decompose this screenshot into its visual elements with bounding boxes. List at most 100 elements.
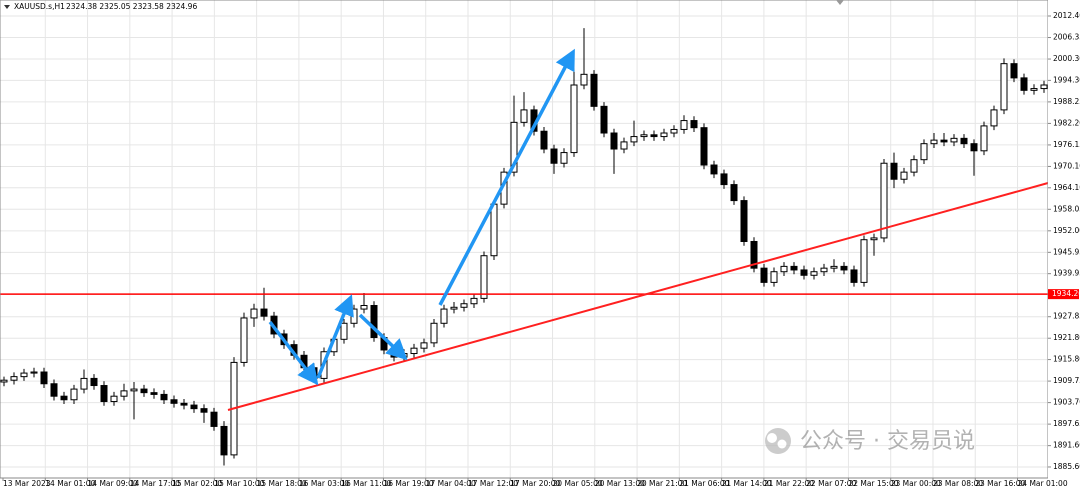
candle-body bbox=[150, 392, 158, 395]
candle-body bbox=[700, 127, 708, 166]
candle-body bbox=[930, 139, 938, 145]
candle-body bbox=[650, 134, 658, 138]
candle-body bbox=[50, 383, 58, 397]
candle-body bbox=[540, 130, 548, 150]
candle-body bbox=[750, 240, 758, 269]
y-tick-label: 1921.80 bbox=[1053, 333, 1080, 342]
candle-body bbox=[100, 385, 108, 403]
candle-body bbox=[460, 303, 468, 308]
y-tick-label: 1903.70 bbox=[1053, 398, 1080, 407]
candle-body bbox=[260, 308, 268, 317]
candle-body bbox=[900, 171, 908, 180]
arrow bbox=[316, 294, 354, 379]
candle-body bbox=[710, 164, 718, 175]
x-tick-label: 21 Mar 14:00 bbox=[722, 479, 772, 488]
x-tick-label: 17 Mar 12:00 bbox=[468, 479, 518, 488]
x-tick-label: 22 Mar 07:00 bbox=[806, 479, 856, 488]
arrows bbox=[268, 48, 575, 386]
candle-body bbox=[640, 134, 648, 138]
candle-body bbox=[890, 162, 898, 180]
x-tick-label: 15 Mar 18:00 bbox=[257, 479, 307, 488]
x-tick-label: 20 Mar 21:00 bbox=[637, 479, 687, 488]
candle-body bbox=[120, 390, 128, 397]
level-label-bg bbox=[1048, 289, 1079, 300]
y-tick-label: 1988.25 bbox=[1053, 97, 1080, 106]
y-tick-label: 1964.10 bbox=[1053, 183, 1080, 192]
x-tick-label: 16 Mar 19:00 bbox=[383, 479, 433, 488]
arrow bbox=[358, 313, 408, 361]
candle-body bbox=[660, 132, 668, 138]
candle-body bbox=[670, 128, 678, 134]
y-axis-bg bbox=[1048, 0, 1080, 489]
candle-body bbox=[1010, 63, 1018, 79]
candle-body bbox=[350, 308, 358, 324]
x-tick-label: 21 Mar 22:00 bbox=[764, 479, 814, 488]
x-tick-label: 23 Mar 16:00 bbox=[975, 479, 1025, 488]
arrow bbox=[268, 320, 319, 386]
x-tick-label: 22 Mar 15:00 bbox=[848, 479, 898, 488]
candle-body bbox=[970, 143, 978, 152]
candle-body bbox=[430, 322, 438, 344]
y-tick-label: 1970.10 bbox=[1053, 161, 1080, 170]
candle-body bbox=[990, 109, 998, 127]
y-tick-label: 1891.60 bbox=[1053, 441, 1080, 450]
x-tick-label: 21 Mar 06:00 bbox=[679, 479, 729, 488]
x-tick-label: 15 Mar 10:00 bbox=[214, 479, 264, 488]
annotations bbox=[227, 48, 1049, 411]
y-tick-label: 2000.30 bbox=[1053, 54, 1080, 63]
candle-body bbox=[210, 411, 218, 427]
x-tick-label: 20 Mar 05:00 bbox=[553, 479, 603, 488]
candle-body bbox=[810, 271, 818, 276]
candle-body bbox=[720, 173, 728, 186]
candle-body bbox=[90, 377, 98, 387]
candle-body bbox=[70, 388, 78, 401]
candle-body bbox=[60, 395, 68, 401]
x-tick-label: 16 Mar 11:00 bbox=[341, 479, 391, 488]
candle-body bbox=[570, 84, 578, 154]
watermark-text: 公众号 · 交易员说 bbox=[800, 429, 975, 454]
y-tick-label: 1915.80 bbox=[1053, 355, 1080, 364]
candle-body bbox=[730, 184, 738, 202]
x-tick-label: 23 Mar 08:00 bbox=[933, 479, 983, 488]
candle-body bbox=[1000, 63, 1008, 111]
candle-body bbox=[910, 159, 918, 173]
candle-body bbox=[940, 139, 948, 143]
candle-body bbox=[110, 395, 118, 403]
candle-body bbox=[370, 305, 378, 339]
candle-body bbox=[30, 371, 38, 374]
candle-body bbox=[610, 132, 618, 150]
quote: 2324.38 2325.05 2323.58 2324.96 bbox=[66, 2, 197, 11]
candle-body bbox=[1030, 88, 1038, 91]
candle-body bbox=[180, 402, 188, 406]
y-tick-label: 1958.05 bbox=[1053, 204, 1080, 213]
menu-triangle bbox=[4, 5, 10, 9]
candle-body bbox=[40, 371, 48, 385]
candle-body bbox=[400, 353, 408, 358]
candle-body bbox=[620, 141, 628, 150]
candle-body bbox=[860, 239, 868, 283]
candle-body bbox=[850, 269, 858, 283]
candle-body bbox=[410, 347, 418, 355]
candle-body bbox=[450, 306, 458, 310]
x-tick-label: 17 Mar 04:00 bbox=[426, 479, 476, 488]
candle-body bbox=[800, 269, 808, 276]
y-tick-label: 1976.15 bbox=[1053, 140, 1080, 149]
x-tick-label: 14 Mar 01:00 bbox=[45, 479, 95, 488]
candle-body bbox=[760, 267, 768, 283]
y-tick-label: 1952.00 bbox=[1053, 226, 1080, 235]
candle-body bbox=[240, 317, 248, 363]
y-tick-label: 1909.75 bbox=[1053, 376, 1080, 385]
symbol: XAUUSD.s,H1 bbox=[14, 2, 65, 11]
candle-body bbox=[770, 271, 778, 283]
candle-body bbox=[790, 265, 798, 271]
candle-body bbox=[1040, 84, 1048, 90]
y-tick-label: 1885.60 bbox=[1053, 462, 1080, 471]
candle-body bbox=[420, 342, 428, 349]
candle-body bbox=[160, 393, 168, 401]
candle-body bbox=[960, 137, 968, 145]
y-tick-label: 1994.30 bbox=[1053, 75, 1080, 84]
watermark-icon bbox=[767, 433, 777, 443]
y-tick-label: 1927.85 bbox=[1053, 312, 1080, 321]
candle-body bbox=[170, 399, 178, 404]
x-tick-label: 20 Mar 13:00 bbox=[595, 479, 645, 488]
